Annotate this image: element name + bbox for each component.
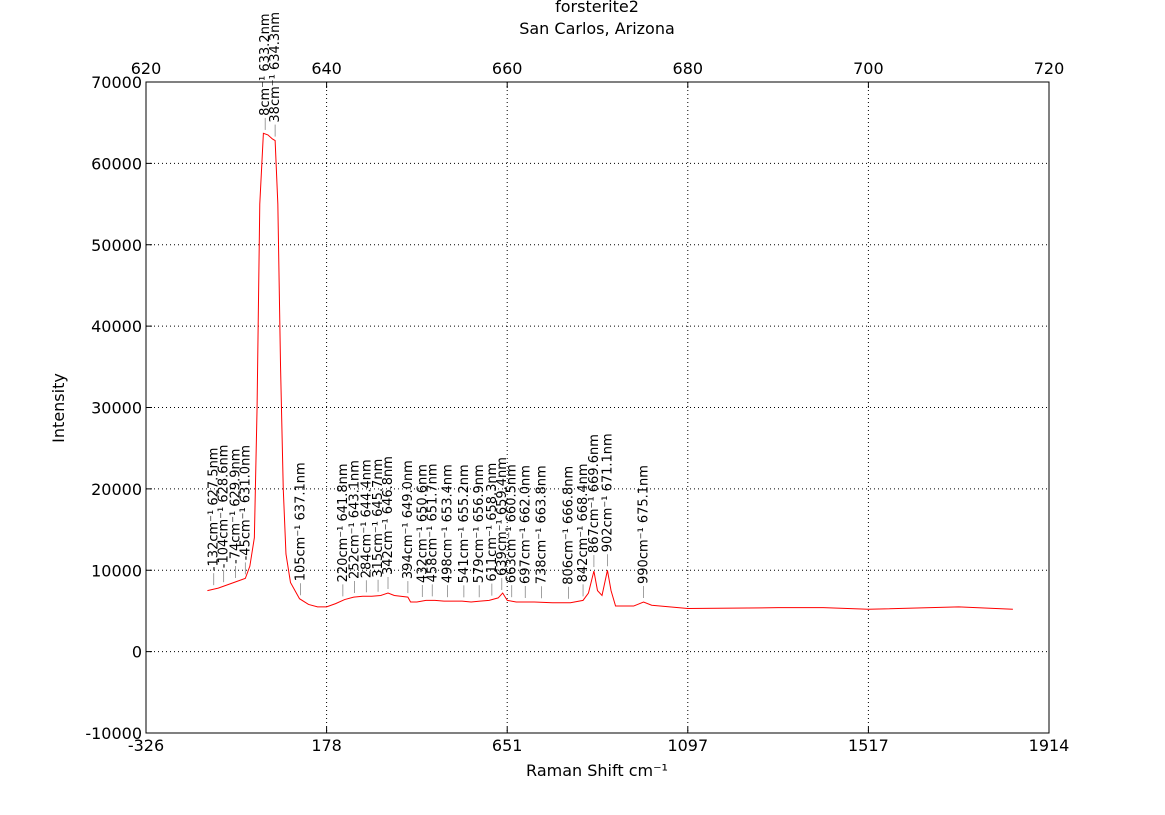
y-tick-label: 0 [132, 643, 142, 662]
annotation-label: 541cm⁻¹ 655.2nm [457, 464, 472, 583]
x-axis-label: Raman Shift cm⁻¹ [526, 761, 668, 780]
annotation-label: 806cm⁻¹ 666.8nm [562, 466, 577, 585]
annotation-label: 663cm⁻¹ 660.5nm [505, 464, 520, 583]
annotation-label: -74cm⁻¹ 629.9nm [228, 449, 243, 564]
annotation-label: 498cm⁻¹ 653.4nm [441, 464, 456, 583]
chart-subtitle: San Carlos, Arizona [519, 19, 675, 38]
annotation-label: 611cm⁻¹ 658.3nm [485, 463, 500, 582]
y-tick-label: 20000 [91, 480, 142, 499]
annotation-label: 252cm⁻¹ 643.1nm [348, 460, 363, 579]
y-axis-label: Intensity [49, 373, 68, 443]
y-tick-label: 60000 [91, 154, 142, 173]
top-tick-label: 620 [131, 59, 162, 78]
bottom-tick-label: 651 [492, 736, 523, 755]
chart-title: forsterite2 [555, 0, 639, 16]
plot-frame [145, 81, 1050, 734]
annotation-label: 738cm⁻¹ 663.8nm [535, 465, 550, 584]
annotation-label: 342cm⁻¹ 646.8nm [381, 456, 396, 575]
annotation-label: 220cm⁻¹ 641.8nm [336, 463, 351, 582]
y-tick-label: 30000 [91, 399, 142, 418]
annotation-label: 394cm⁻¹ 649.0nm [401, 460, 416, 579]
annotation-label: 697cm⁻¹ 662.0nm [518, 465, 533, 584]
bottom-tick-label: 1517 [848, 736, 889, 755]
annotation-label: 8cm⁻¹ 633.2nm [258, 13, 273, 115]
y-tick-label: -10000 [85, 724, 142, 743]
annotation-label: -132cm⁻¹ 627.5nm [207, 448, 222, 572]
y-tick-label: 40000 [91, 317, 142, 336]
annotation-label: -104cm⁻¹ 628.6nm [217, 445, 232, 569]
top-tick-label: 640 [311, 59, 342, 78]
annotation-label: 315cm⁻¹ 645.7nm [371, 459, 386, 578]
top-tick-label: 660 [492, 59, 523, 78]
bottom-tick-label: 1914 [1029, 736, 1070, 755]
spectrum-line [207, 132, 1013, 610]
annotation-label: 990cm⁻¹ 675.1nm [637, 465, 652, 584]
bottom-tick-label: 178 [311, 736, 342, 755]
annotation-label: 842cm⁻¹ 668.4nm [576, 463, 591, 582]
top-tick-label: 700 [853, 59, 884, 78]
annotation-label: 639cm⁻¹ 659.4nm [495, 457, 510, 576]
bottom-tick-label: -326 [128, 736, 164, 755]
y-tick-label: 50000 [91, 236, 142, 255]
annotation-label: 105cm⁻¹ 637.1nm [293, 462, 308, 581]
top-tick-label: 680 [673, 59, 704, 78]
annotation-label: 458cm⁻¹ 651.7nm [425, 463, 440, 582]
annotation-label: 38cm⁻¹ 634.3nm [268, 12, 283, 123]
y-tick-label: 10000 [91, 561, 142, 580]
annotation-label: 902cm⁻¹ 671.1nm [600, 433, 615, 552]
annotation-label: 579cm⁻¹ 656.9nm [472, 464, 487, 583]
y-tick-label: 70000 [91, 73, 142, 92]
annotation-label: -45cm⁻¹ 631.0nm [238, 445, 253, 560]
top-tick-label: 720 [1034, 59, 1065, 78]
bottom-tick-label: 1097 [667, 736, 708, 755]
annotation-label: 284cm⁻¹ 644.4nm [359, 459, 374, 578]
annotation-label: 432cm⁻¹ 650.6nm [415, 464, 430, 583]
annotation-label: 867cm⁻¹ 669.6nm [587, 434, 602, 553]
